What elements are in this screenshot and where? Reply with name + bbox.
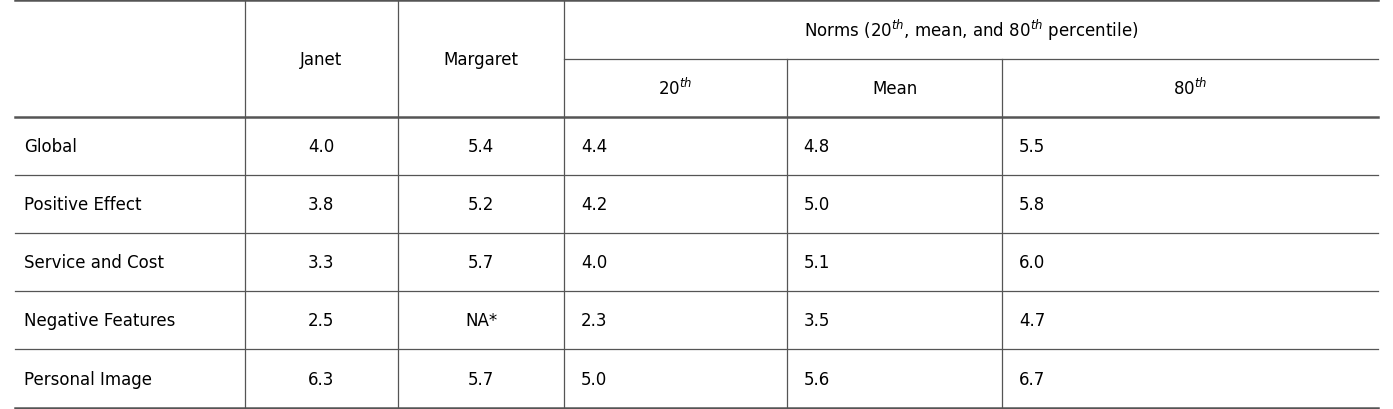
Text: 3.8: 3.8 — [308, 196, 334, 213]
Text: 4.0: 4.0 — [308, 137, 334, 155]
Text: 4.7: 4.7 — [1020, 312, 1045, 330]
Text: 5.5: 5.5 — [1020, 137, 1045, 155]
Text: Norms (20$^{th}$, mean, and 80$^{th}$ percentile): Norms (20$^{th}$, mean, and 80$^{th}$ pe… — [804, 18, 1138, 43]
Text: 4.0: 4.0 — [581, 254, 607, 272]
Text: 5.6: 5.6 — [804, 370, 830, 388]
Text: 5.2: 5.2 — [468, 196, 495, 213]
Text: 80$^{th}$: 80$^{th}$ — [1173, 78, 1208, 99]
Text: 20$^{th}$: 20$^{th}$ — [659, 78, 692, 99]
Text: Negative Features: Negative Features — [24, 312, 176, 330]
Text: 2.5: 2.5 — [308, 312, 334, 330]
Text: 3.5: 3.5 — [804, 312, 830, 330]
Text: 6.3: 6.3 — [308, 370, 334, 388]
Text: Service and Cost: Service and Cost — [24, 254, 163, 272]
Text: 4.2: 4.2 — [581, 196, 607, 213]
Text: Positive Effect: Positive Effect — [24, 196, 141, 213]
Text: Mean: Mean — [872, 79, 917, 97]
Text: 6.7: 6.7 — [1020, 370, 1045, 388]
Text: Global: Global — [24, 137, 77, 155]
Text: Janet: Janet — [299, 50, 343, 68]
Text: 5.0: 5.0 — [581, 370, 607, 388]
Text: 5.7: 5.7 — [468, 370, 495, 388]
Text: 5.4: 5.4 — [468, 137, 495, 155]
Text: 4.4: 4.4 — [581, 137, 607, 155]
Text: NA*: NA* — [465, 312, 497, 330]
Text: 5.7: 5.7 — [468, 254, 495, 272]
Text: 3.3: 3.3 — [308, 254, 334, 272]
Text: 5.8: 5.8 — [1020, 196, 1045, 213]
Text: Margaret: Margaret — [443, 50, 518, 68]
Text: 5.1: 5.1 — [804, 254, 830, 272]
Text: 6.0: 6.0 — [1020, 254, 1045, 272]
Text: 5.0: 5.0 — [804, 196, 830, 213]
Text: Personal Image: Personal Image — [24, 370, 152, 388]
Text: 2.3: 2.3 — [581, 312, 607, 330]
Text: 4.8: 4.8 — [804, 137, 830, 155]
